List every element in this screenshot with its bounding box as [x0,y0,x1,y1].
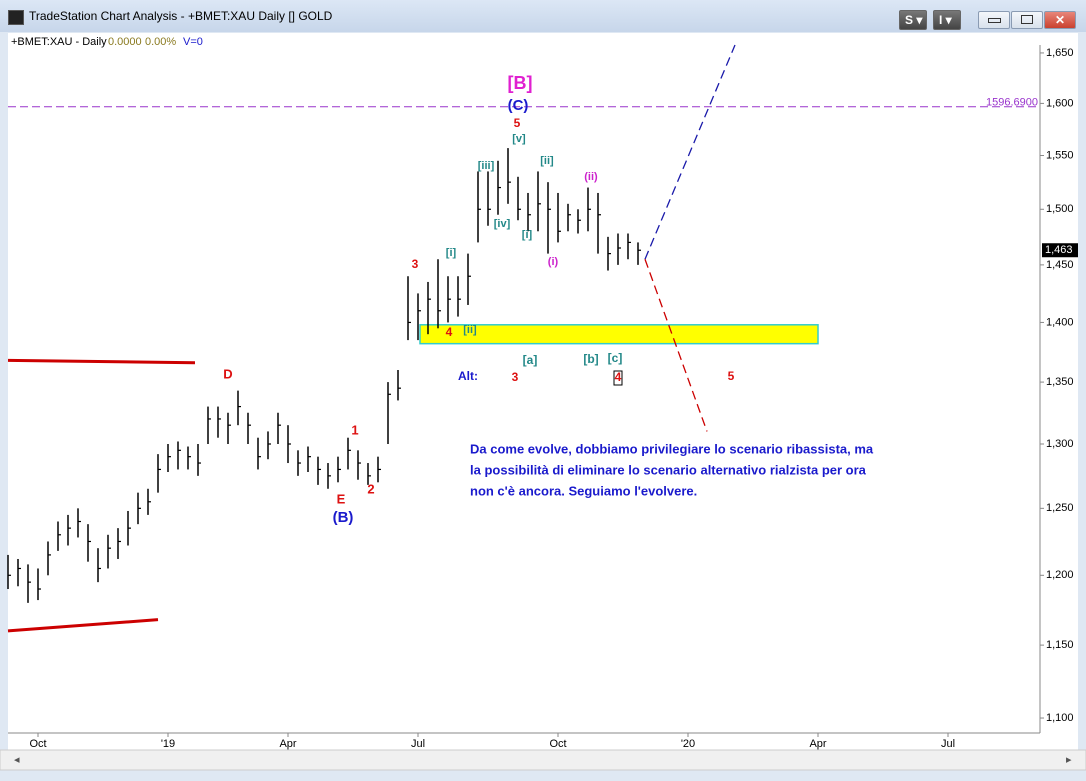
y-tick-label: 1,650 [1046,47,1074,59]
wave-label: 2 [367,481,374,496]
wave-label: [B] [508,73,533,93]
comment: la possibilità di eliminare lo scenario … [470,462,867,477]
scroll-left[interactable]: ◂ [14,754,20,766]
wave-label: 1 [351,422,358,437]
y-tick-label: 1,100 [1046,712,1074,724]
x-tick-label: Apr [809,738,826,750]
wave-label: [iv] [494,218,511,230]
app-icon [8,10,24,25]
wave-label: 5 [514,116,521,130]
pct-change: 0.00% [145,36,176,48]
wave-label: D [223,366,232,381]
x-tick-label: Jul [941,738,955,750]
wave-label: [a] [523,353,538,367]
last-price-label: 1,463 [1045,244,1073,256]
x-tick-label: Apr [279,738,296,750]
wave-label: [i] [446,247,457,259]
wave-label: 4 [446,325,453,339]
toolbar-button[interactable]: S ▾ [899,10,927,30]
wave-label: E [337,491,346,506]
wave-label: [c] [608,351,623,365]
y-tick-label: 1,200 [1046,569,1074,581]
wave-label: (C) [508,97,529,114]
wave-label: [i] [522,229,533,241]
wave-label: (ii) [584,171,598,183]
last-price-box [1042,243,1078,258]
y-tick-label: 1,450 [1046,259,1074,271]
symbol-label: +BMET:XAU - Daily [11,36,107,48]
trendline [7,358,196,365]
y-tick-label: 1,400 [1046,316,1074,328]
wave-label: 4 [615,370,622,384]
window-title: TradeStation Chart Analysis - +BMET:XAU … [29,9,333,23]
box [613,370,623,386]
x-tick-label: Oct [549,738,566,750]
maximize-button[interactable] [1011,11,1043,29]
minimize-button[interactable] [978,11,1010,29]
x-tick-label: '19 [161,738,175,750]
scrollbar[interactable] [0,749,1086,771]
y-tick-label: 1,500 [1046,203,1074,215]
y-tick-label: 1,250 [1046,502,1074,514]
x-tick-label: Oct [29,738,46,750]
wave-label: [v] [512,133,526,145]
chart-area [8,33,1078,750]
button-label: S [905,13,914,27]
y-tick-label: 1,550 [1046,149,1074,161]
y-tick-label: 1,150 [1046,639,1074,651]
trendline [644,44,736,260]
y-tick-label: 1,300 [1046,438,1074,450]
scroll-right[interactable]: ▸ [1066,754,1072,766]
comment: Da come evolve, dobbiamo privilegiare lo… [470,441,874,456]
comment: non c'è ancora. Seguiamo l'evolvere. [470,483,697,498]
net-change: 0.0000 [108,36,142,48]
support-zone [419,324,819,345]
trendline [7,618,159,633]
volume: V=0 [183,36,203,48]
y-tick-label: 1,350 [1046,376,1074,388]
button-label: I [939,13,943,27]
y-tick-label: 1,600 [1046,97,1074,109]
close-button[interactable]: ✕ [1044,11,1076,29]
wave-label: 3 [512,370,519,384]
wave-label: [ii] [463,324,477,336]
wave-label: 3 [412,257,419,271]
wave-label: [iii] [478,160,495,172]
trendline [644,259,708,432]
wave-label: [b] [583,352,598,366]
toolbar-button[interactable]: I ▾ [933,10,961,30]
x-tick-label: Jul [411,738,425,750]
wave-label: (i) [548,256,559,268]
wave-label: 5 [728,369,735,383]
title-bar: TradeStation Chart Analysis - +BMET:XAU … [0,0,1086,32]
horizontal-line-label: 1596.6900 [986,97,1038,109]
wave-label: Alt: [458,369,478,383]
x-tick-label: '20 [681,738,695,750]
wave-label: (B) [333,509,354,526]
wave-label: [ii] [540,155,554,167]
